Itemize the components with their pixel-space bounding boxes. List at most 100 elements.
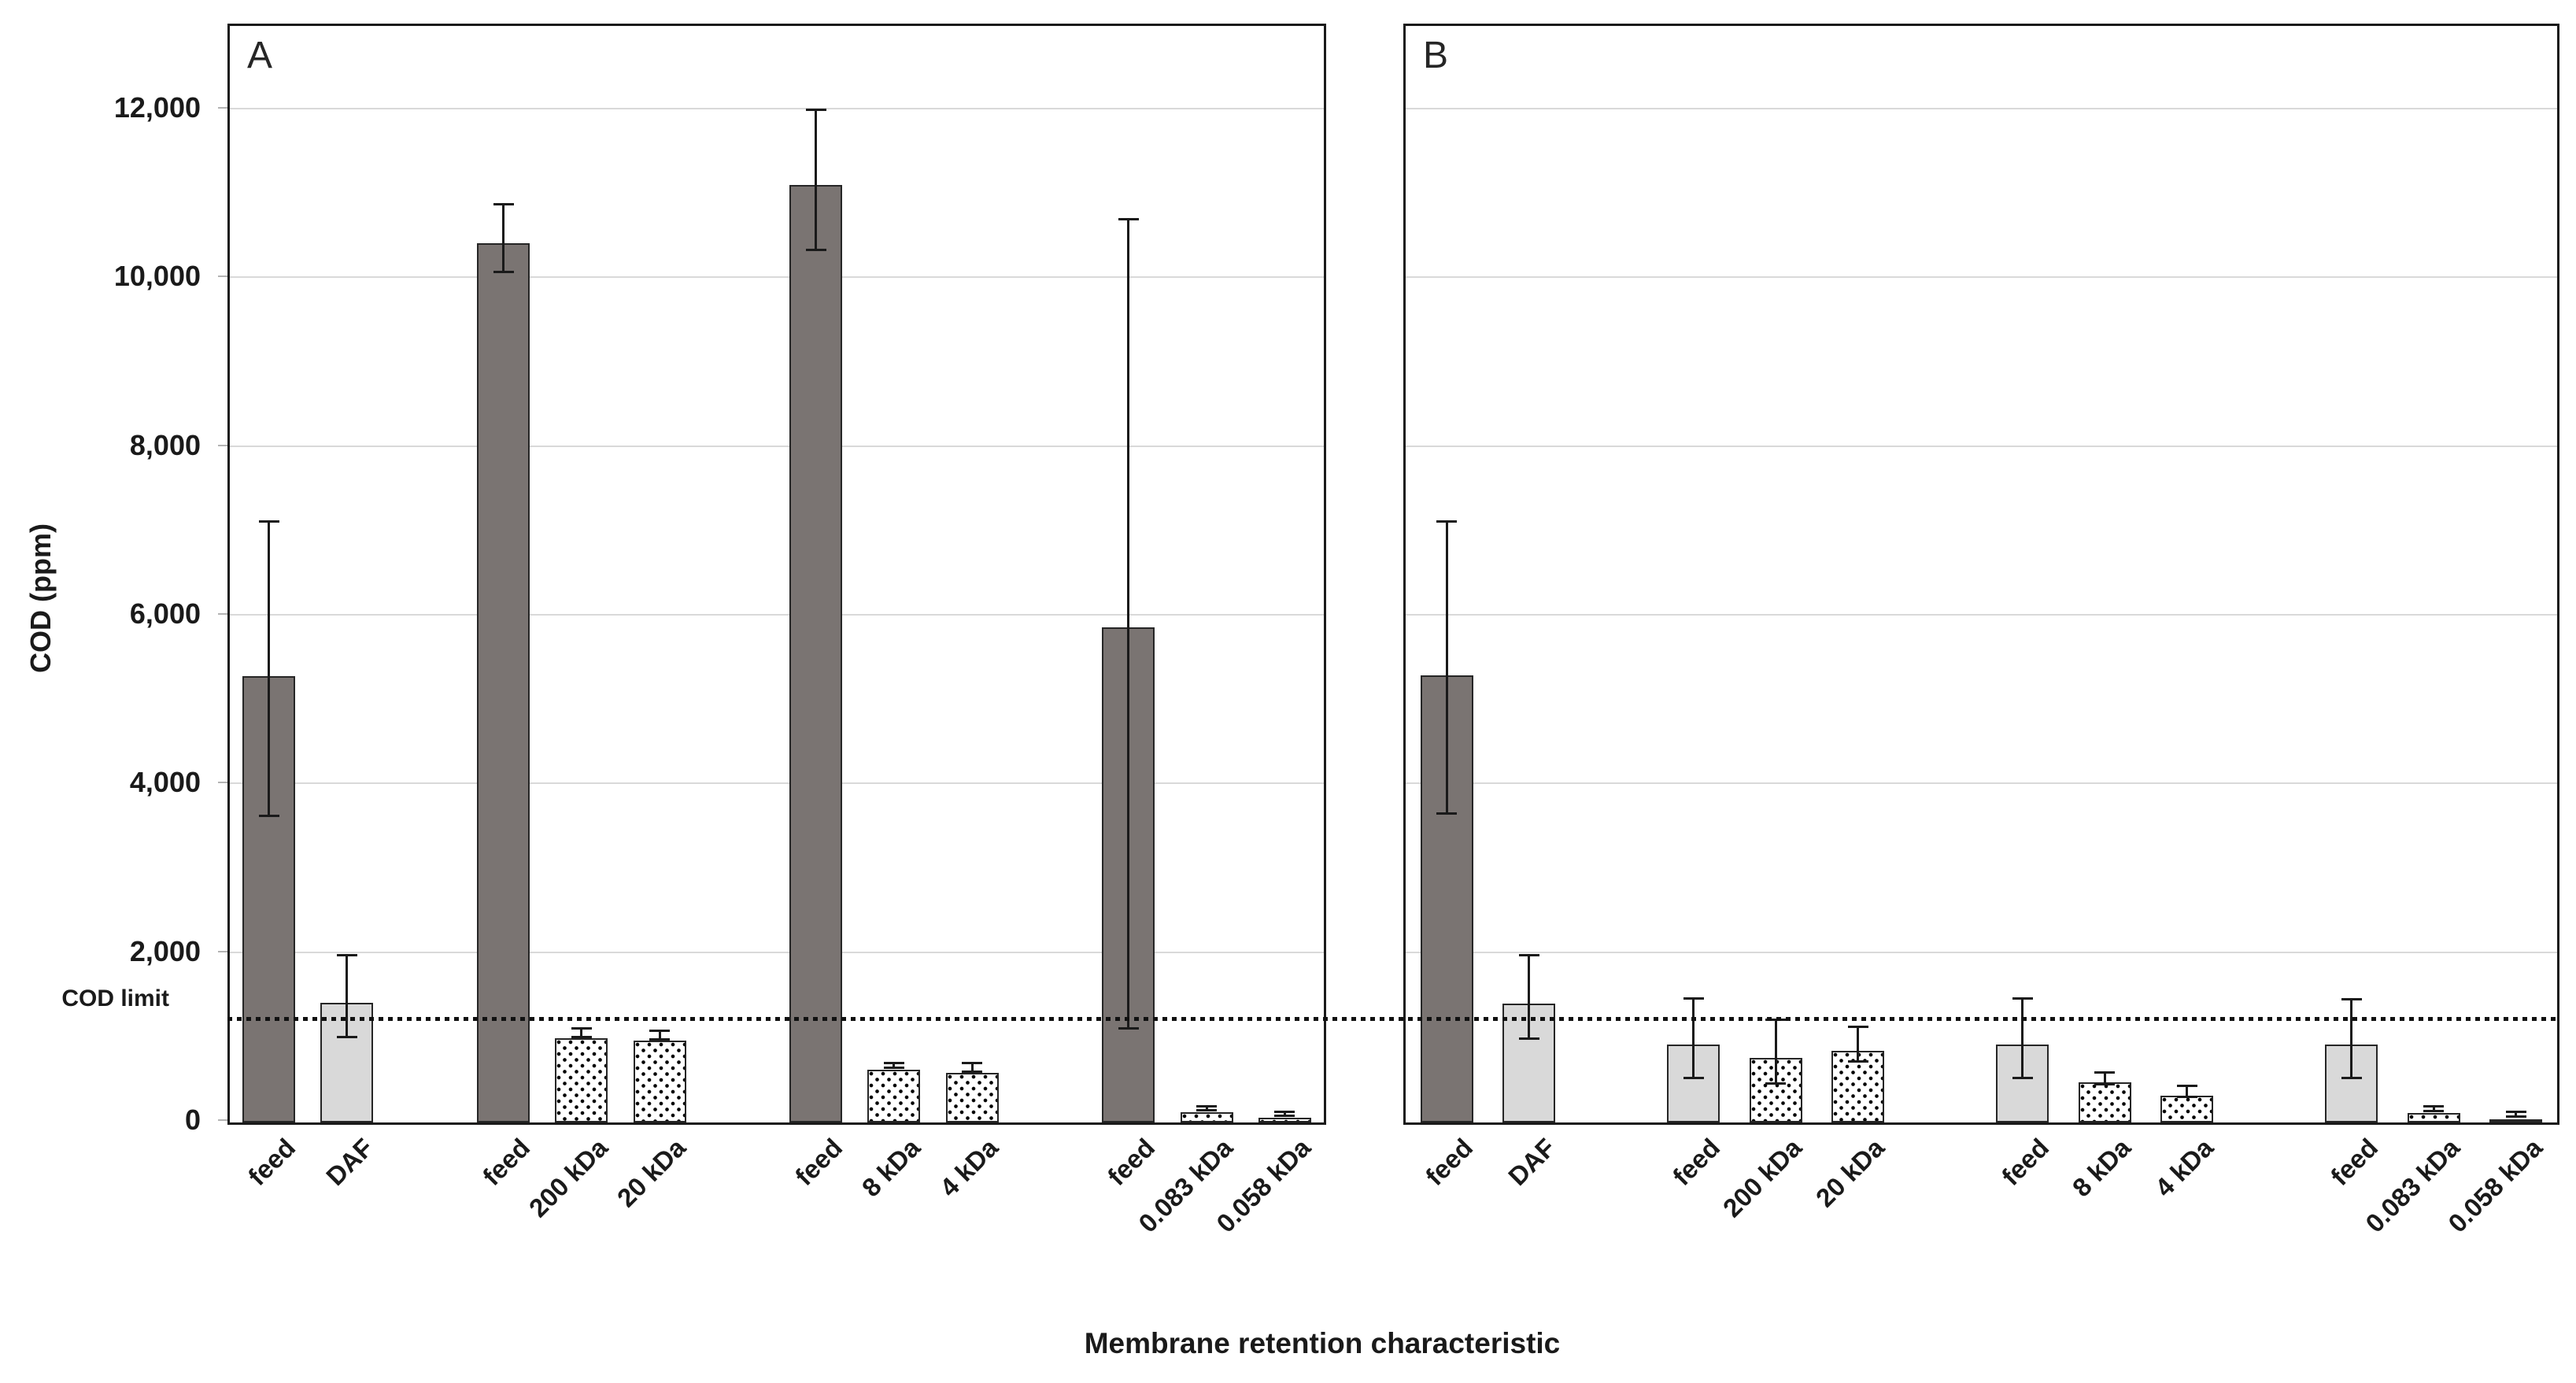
error-bar-cap: [2012, 1077, 2033, 1080]
error-bar-cap: [1518, 1037, 1539, 1041]
error-bar-cap: [649, 1030, 671, 1033]
x-tick-label: 200 kDa: [523, 1133, 613, 1223]
panel-a-letter: A: [247, 35, 273, 76]
error-bar: [1774, 1019, 1777, 1084]
bar-0-058-kda: [2489, 1119, 2543, 1122]
error-bar: [346, 954, 349, 1037]
x-tick-label: DAF: [1502, 1133, 1561, 1192]
gridline: [230, 108, 1324, 109]
bar-200-kda: [555, 1037, 608, 1122]
error-bar: [1528, 954, 1531, 1040]
error-bar-cap: [571, 1035, 592, 1038]
error-bar: [2103, 1071, 2106, 1085]
error-bar: [1283, 1111, 1286, 1116]
panel-b-plot-area: B: [1403, 24, 2559, 1125]
error-bar: [893, 1063, 896, 1068]
gridline: [1406, 445, 2557, 447]
error-bar: [2432, 1105, 2435, 1112]
error-bar: [1445, 521, 1448, 814]
gridline: [1406, 782, 2557, 785]
bar-feed: [477, 243, 530, 1122]
y-tick-label: 0: [184, 1104, 201, 1136]
y-tick-mark: [218, 613, 227, 615]
error-bar-cap: [805, 249, 826, 252]
error-bar-cap: [1683, 997, 1704, 1000]
error-bar: [502, 204, 504, 272]
error-bar: [2350, 998, 2353, 1079]
y-tick-mark: [218, 275, 227, 278]
error-bar-cap: [336, 953, 357, 956]
error-bar: [2515, 1111, 2518, 1117]
error-bar-cap: [1274, 1110, 1295, 1113]
error-bar: [1205, 1105, 1208, 1111]
bar-8-kda: [2078, 1082, 2131, 1122]
error-bar-cap: [1518, 953, 1539, 956]
error-bar-cap: [962, 1070, 983, 1073]
error-bar-cap: [649, 1038, 671, 1041]
gridline: [1406, 108, 2557, 109]
bar-0-058-kda: [1258, 1118, 1311, 1122]
error-bar: [268, 521, 271, 817]
y-tick-mark: [218, 1119, 227, 1121]
y-tick-mark: [218, 444, 227, 446]
x-tick-label: feed: [2324, 1133, 2383, 1192]
error-bar-cap: [805, 109, 826, 112]
x-tick-label: DAF: [320, 1133, 379, 1192]
bar-daf: [1502, 1003, 1556, 1122]
y-tick-mark: [218, 950, 227, 952]
gridline: [1406, 951, 2557, 953]
y-tick-mark: [218, 107, 227, 109]
bar-20-kda: [633, 1040, 686, 1122]
error-bar-cap: [1847, 1025, 1868, 1028]
x-tick-label: feed: [242, 1133, 301, 1192]
x-tick-label: feed: [1101, 1133, 1160, 1192]
x-axis-title: Membrane retention characteristic: [1084, 1327, 1561, 1359]
error-bar-cap: [1118, 218, 1139, 221]
error-bar-cap: [2505, 1111, 2526, 1114]
y-tick-label: 12,000: [113, 91, 201, 124]
x-tick-label: 20 kDa: [1809, 1133, 1890, 1213]
bar-0-083-kda: [1180, 1111, 1233, 1122]
y-tick-label: 6,000: [129, 597, 201, 630]
error-bar-cap: [493, 203, 514, 206]
x-tick-label: 4 kDa: [2149, 1133, 2219, 1203]
error-bar-cap: [2423, 1104, 2445, 1108]
error-bar: [2021, 997, 2024, 1079]
error-bar-cap: [1274, 1114, 1295, 1117]
error-bar-cap: [258, 815, 279, 818]
error-bar-cap: [1765, 1082, 1787, 1085]
bar-4-kda: [2160, 1095, 2214, 1122]
gridline: [230, 445, 1324, 447]
panel-a-plot-area: A: [227, 24, 1326, 1125]
error-bar-cap: [883, 1062, 904, 1065]
gridline: [230, 614, 1324, 616]
error-bar: [1692, 997, 1695, 1079]
bar-8-kda: [867, 1070, 921, 1122]
error-bar-cap: [1683, 1077, 1704, 1080]
y-tick-mark: [218, 782, 227, 784]
x-tick-label: feed: [1420, 1133, 1479, 1192]
x-tick-label: 8 kDa: [856, 1133, 926, 1203]
error-bar-cap: [2012, 997, 2033, 1000]
error-bar-cap: [2094, 1082, 2116, 1085]
bar-20-kda: [1831, 1050, 1885, 1122]
bar-0-083-kda: [2407, 1113, 2460, 1122]
error-bar: [2186, 1085, 2189, 1098]
y-tick-label: 10,000: [113, 260, 201, 293]
error-bar: [1127, 219, 1130, 1030]
x-tick-label: feed: [1995, 1133, 2054, 1192]
y-tick-label: 8,000: [129, 428, 201, 461]
error-bar-cap: [336, 1035, 357, 1038]
error-bar-cap: [2094, 1071, 2116, 1074]
bar-feed: [789, 185, 843, 1122]
error-bar-cap: [883, 1066, 904, 1069]
error-bar-cap: [2341, 997, 2362, 1000]
error-bar: [970, 1063, 974, 1072]
error-bar-cap: [1196, 1104, 1218, 1108]
cod-limit-label: COD limit: [61, 985, 169, 1011]
error-bar-cap: [493, 270, 514, 273]
error-bar-cap: [962, 1062, 983, 1065]
gridline: [230, 951, 1324, 953]
x-tick-label: 4 kDa: [933, 1133, 1004, 1203]
error-bar-cap: [2341, 1077, 2362, 1080]
